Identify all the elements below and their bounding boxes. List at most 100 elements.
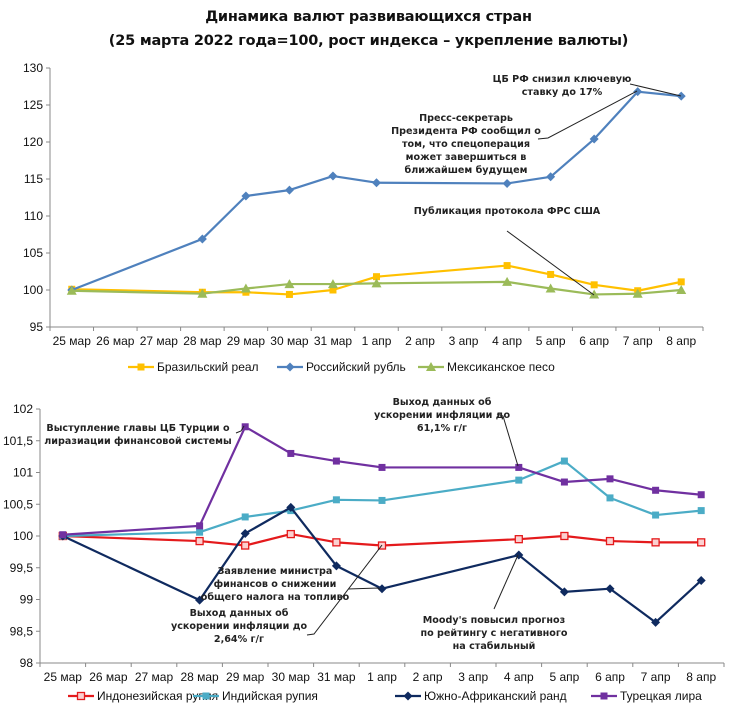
series-3-marker — [697, 491, 705, 499]
annotation-text: Moody's повысил прогноз — [423, 615, 565, 626]
annotation-text: ближайшем будущем — [405, 164, 528, 176]
series-0-marker — [373, 273, 380, 281]
y-tick-label: 101,5 — [3, 434, 33, 448]
x-tick-label: 25 мар — [44, 670, 83, 684]
legend-item: Российский рубль — [277, 360, 406, 374]
series-3-marker — [515, 463, 523, 471]
y-tick-label: 105 — [23, 246, 43, 260]
series-2-marker — [377, 584, 387, 594]
series-2-marker — [696, 575, 706, 585]
x-tick-label: 26 мар — [96, 334, 135, 348]
x-tick-label: 31 мар — [314, 334, 353, 348]
chart-title: Динамика валют развивающихся стран — [205, 9, 532, 25]
x-tick-label: 30 мар — [270, 334, 309, 348]
legend-label: Бразильский реал — [157, 360, 259, 374]
legend-item: Индийская рупия — [193, 689, 318, 703]
legend-label: Индонезийская рупия — [97, 689, 218, 703]
annotation-leader-line — [235, 425, 245, 434]
x-tick-label: 25 мар — [53, 334, 92, 348]
x-tick-label: 4 апр — [492, 334, 522, 348]
annotation-text: 61,1% г/г — [417, 423, 467, 434]
x-tick-label: 29 мар — [227, 334, 266, 348]
annotation-text: Президента РФ сообщил о — [391, 125, 541, 137]
x-tick-label: 6 апр — [595, 670, 625, 684]
series-0-marker — [286, 529, 295, 539]
series-1-marker — [652, 511, 660, 519]
series-0-marker — [285, 290, 293, 298]
annotation-text: финансов о снижении — [214, 578, 337, 590]
series-0-marker — [651, 538, 660, 547]
x-tick-label: 5 апр — [549, 670, 579, 684]
legend-marker — [403, 691, 413, 701]
y-tick-label: 100,5 — [3, 497, 33, 511]
series-0-marker — [503, 262, 511, 270]
annotation-text: Пресс-секретарь — [419, 113, 513, 124]
annotation-text: общего налога на топливо — [201, 591, 350, 603]
series-1-marker — [697, 507, 705, 515]
x-tick-label: 26 мар — [89, 670, 128, 684]
series-0-marker — [697, 538, 706, 547]
series-1-marker — [241, 191, 251, 201]
series-1-marker — [676, 91, 686, 101]
annotation-text: Заявление министра — [218, 566, 333, 577]
annotation-text: ЦБ РФ снизил ключевую — [493, 74, 632, 85]
series-3-marker — [652, 486, 660, 494]
annotation-leader-line — [537, 90, 638, 140]
x-tick-label: 2 апр — [413, 670, 443, 684]
y-tick-label: 110 — [24, 209, 43, 223]
series-2-marker — [240, 283, 251, 293]
annotation-text: ставку до 17% — [522, 87, 603, 98]
series-2-marker — [240, 528, 250, 538]
series-1-marker — [560, 457, 568, 465]
legend-marker — [202, 692, 210, 700]
x-tick-label: 5 апр — [536, 334, 566, 348]
y-tick-label: 100 — [13, 529, 33, 543]
x-tick-label: 1 апр — [362, 334, 392, 348]
annotation: Выступление главы ЦБ Турции олиразиации … — [44, 423, 231, 447]
series-2-marker — [327, 279, 338, 289]
series-2-marker — [371, 278, 382, 288]
series-1-marker — [546, 172, 556, 182]
series-0-marker — [332, 538, 341, 547]
series-0-marker — [560, 531, 569, 541]
annotation-leader-line — [347, 587, 381, 591]
series-1-marker — [241, 513, 249, 521]
legend-label: Российский рубль — [306, 360, 406, 374]
legend-marker — [137, 363, 145, 371]
annotation-text: Выход данных об — [393, 396, 492, 408]
series-2-marker — [676, 285, 687, 294]
y-tick-label: 95 — [30, 320, 44, 334]
annotation-text: ускорении инфляции до — [171, 620, 308, 632]
legend-marker — [285, 362, 295, 372]
series-2 — [66, 276, 687, 299]
x-tick-label: 29 мар — [226, 670, 265, 684]
legend-marker — [76, 691, 86, 701]
series-1-marker — [378, 496, 386, 504]
series-3-marker — [287, 449, 295, 457]
legend-item: Мексиканское песо — [418, 360, 555, 374]
series-0-marker — [514, 535, 523, 544]
series-2-marker — [545, 283, 556, 293]
series-1-marker — [372, 178, 381, 188]
series-3 — [59, 423, 705, 539]
x-tick-label: 3 апр — [449, 334, 479, 348]
legend-label: Индийская рупия — [222, 689, 318, 703]
y-tick-label: 99,5 — [10, 561, 34, 575]
series-2-marker — [66, 285, 77, 295]
legend-label: Южно-Африканский ранд — [424, 689, 567, 703]
series-3-marker — [59, 531, 67, 539]
series-1-marker — [515, 476, 523, 484]
series-3-marker — [378, 463, 386, 471]
series-1-marker — [589, 134, 599, 144]
annotation-text: 2,64% г/г — [214, 634, 264, 645]
series-0-marker — [547, 270, 555, 278]
legend-item: Бразильский реал — [128, 360, 259, 374]
series-1-marker — [284, 185, 294, 195]
legend-item: Индонезийская рупия — [68, 689, 218, 703]
series-0-marker — [677, 278, 685, 286]
x-tick-label: 30 мар — [272, 670, 311, 684]
y-tick-label: 98,5 — [10, 624, 34, 638]
